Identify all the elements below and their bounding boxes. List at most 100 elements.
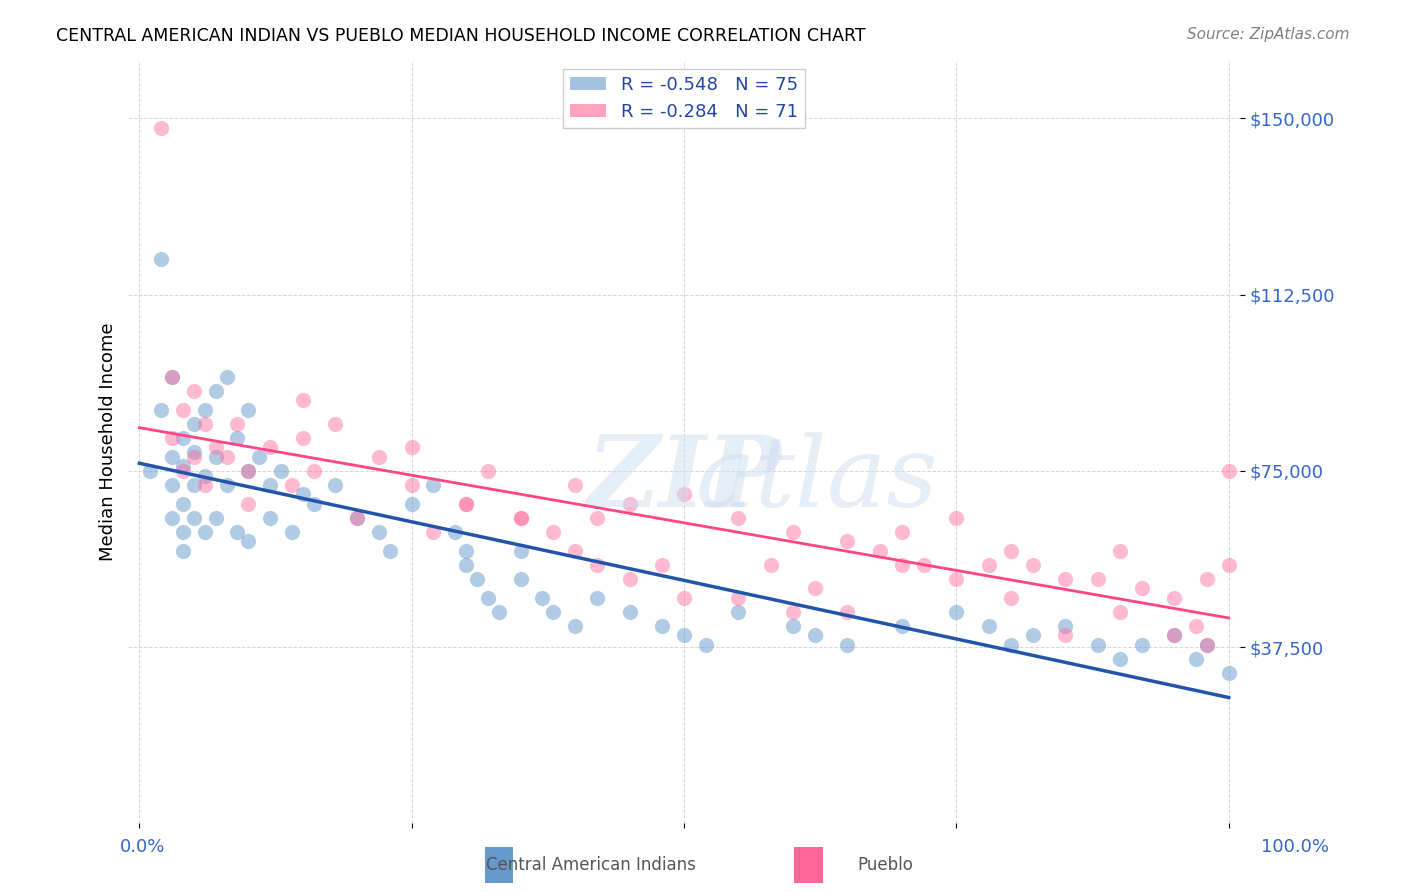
Point [346,511,368,525]
Point [183,445,205,459]
Point [215,450,238,464]
Point [204,511,226,525]
Point [912,558,935,572]
Point [945,511,967,525]
Point [139,464,162,478]
Point [456,558,478,572]
Point [238,464,260,478]
Point [803,628,825,642]
Point [325,478,347,492]
Point [160,431,183,445]
Point [509,511,531,525]
Point [204,384,226,398]
Point [160,478,183,492]
Point [291,393,314,408]
Point [488,605,510,619]
Point [945,605,967,619]
Point [586,558,609,572]
Point [238,497,260,511]
Point [281,478,304,492]
Point [564,619,586,633]
Point [444,524,467,539]
Point [782,524,804,539]
Point [194,468,217,483]
Point [672,487,695,501]
Point [1195,572,1218,586]
Point [1185,652,1208,666]
Point [1218,558,1240,572]
Point [651,558,673,572]
Point [869,544,891,558]
Point [401,441,423,455]
Point [456,497,478,511]
Point [172,544,194,558]
Point [150,402,173,417]
Point [1163,628,1185,642]
Point [172,524,194,539]
Point [302,497,325,511]
Point [1000,544,1022,558]
Point [194,478,217,492]
Point [259,478,281,492]
Point [150,252,173,267]
Point [238,464,260,478]
Point [1108,544,1130,558]
Point [1054,628,1077,642]
Point [509,544,531,558]
Point [1163,591,1185,605]
Point [543,605,565,619]
Point [215,478,238,492]
Point [509,511,531,525]
Point [172,464,194,478]
Point [378,544,401,558]
Point [281,524,304,539]
Point [247,450,270,464]
Point [543,524,565,539]
Point [226,524,249,539]
Point [837,638,859,652]
Point [1108,652,1130,666]
Point [401,478,423,492]
Point [238,534,260,549]
Point [619,605,641,619]
Point [456,497,478,511]
Point [160,450,183,464]
Point [1108,605,1130,619]
Point [346,511,368,525]
Point [586,511,609,525]
Point [368,524,391,539]
Point [837,605,859,619]
Point [183,384,205,398]
Point [172,459,194,474]
Text: Central American Indians: Central American Indians [485,856,696,874]
Point [1218,666,1240,681]
Point [183,450,205,464]
Point [890,619,912,633]
Point [1021,628,1043,642]
Point [1218,464,1240,478]
Point [837,534,859,549]
Text: CENTRAL AMERICAN INDIAN VS PUEBLO MEDIAN HOUSEHOLD INCOME CORRELATION CHART: CENTRAL AMERICAN INDIAN VS PUEBLO MEDIAN… [56,27,866,45]
Point [226,417,249,431]
Point [238,402,260,417]
Point [194,402,217,417]
Point [194,524,217,539]
Point [183,511,205,525]
Point [727,605,749,619]
Point [160,511,183,525]
Point [194,417,217,431]
Point [1000,638,1022,652]
Point [1130,582,1153,596]
Point [1195,638,1218,652]
Point [564,478,586,492]
Text: atlas: atlas [696,432,939,527]
Point [215,370,238,384]
Y-axis label: Median Household Income: Median Household Income [100,322,117,561]
Point [564,544,586,558]
Point [172,431,194,445]
Point [401,497,423,511]
Point [477,464,499,478]
Point [477,591,499,605]
Legend: R = -0.548   N = 75, R = -0.284   N = 71: R = -0.548 N = 75, R = -0.284 N = 71 [562,69,806,128]
Point [1054,572,1077,586]
